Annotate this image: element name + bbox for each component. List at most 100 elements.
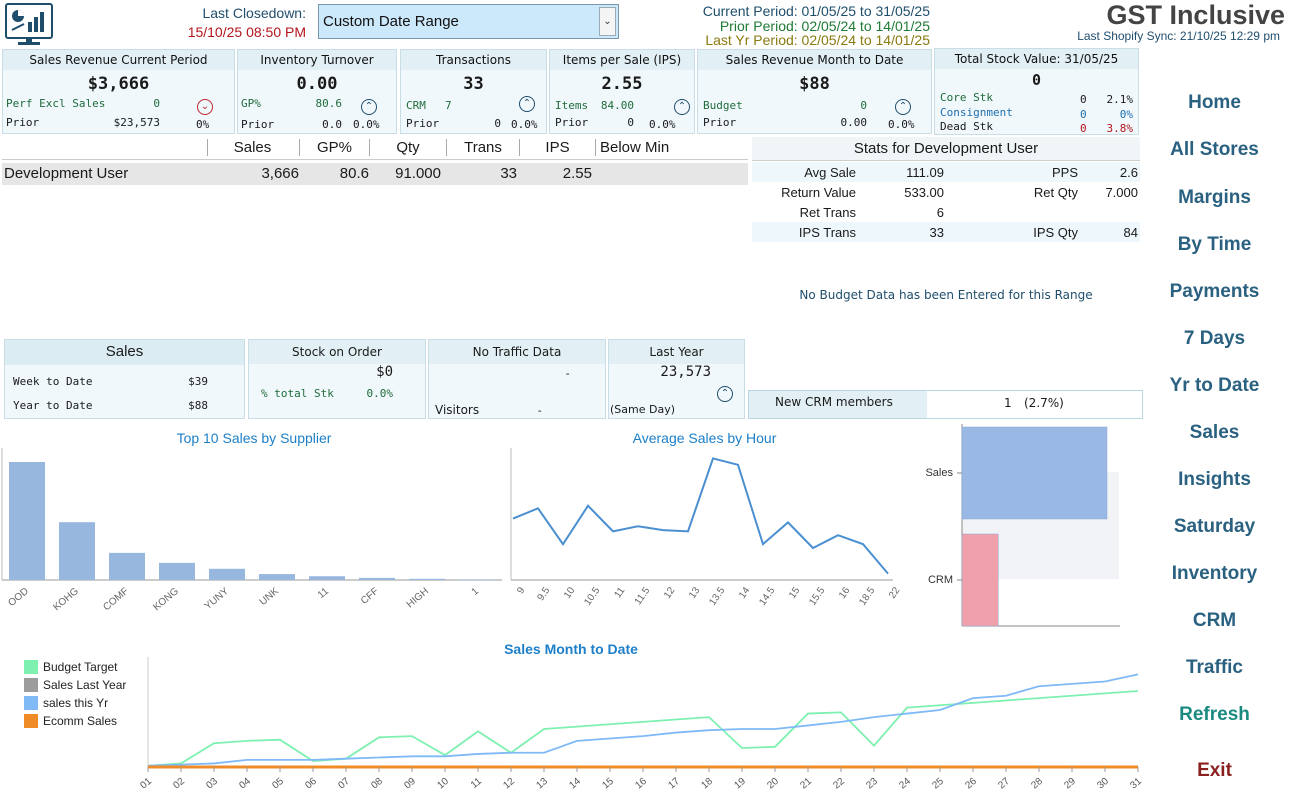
pps-value: 2.6: [1119, 165, 1138, 180]
nav-home[interactable]: Home: [1188, 92, 1241, 113]
tick-label: 13.5: [707, 585, 727, 608]
tick-label: OOD: [6, 586, 31, 609]
legend-label: Sales Last Year: [43, 678, 126, 692]
app-logo: [4, 2, 54, 48]
chart-title-supplier: Top 10 Sales by Supplier: [176, 430, 332, 446]
kpi-title: Sales Revenue Month to Date: [698, 50, 931, 70]
pps-label: PPS: [1051, 165, 1078, 180]
supplier-bar-chart: OOD KOHG COMF KONG YUNY UNK 11 CFF HIGH 1: [1, 448, 502, 613]
table-row[interactable]: Development User 3,666 80.6 91.000 33 2.…: [2, 163, 748, 185]
kpi-value: $3,666: [87, 74, 150, 94]
tick-label: 20: [765, 776, 781, 792]
nav-by-time[interactable]: By Time: [1177, 234, 1252, 255]
kpi-label2: Prior: [703, 116, 737, 129]
crm-members-row: New CRM members 1 (2.7%): [748, 390, 1143, 419]
col-header-trans[interactable]: Trans: [446, 139, 519, 156]
nav-yr-to-date[interactable]: Yr to Date: [1169, 375, 1260, 396]
nav-payments[interactable]: Payments: [1169, 281, 1260, 302]
kpi-label1: Items: [555, 99, 589, 112]
prior-period: Prior Period: 02/05/24 to 14/01/25: [719, 18, 930, 34]
kpi-value2: $23,573: [113, 116, 160, 129]
stock-on-order-card: Stock on Order $0 % total Stk 0.0%: [248, 339, 426, 419]
return-value-value: 533.00: [904, 185, 944, 200]
nav-saturday[interactable]: Saturday: [1173, 516, 1256, 537]
legend-swatch: [24, 660, 38, 674]
traffic-value: -: [564, 367, 571, 380]
date-range-select[interactable]: Custom Date Range ⌄: [318, 4, 619, 39]
tick-label: YUNY: [203, 586, 232, 612]
nav-sales[interactable]: Sales: [1189, 422, 1240, 443]
bar-comf: [109, 552, 145, 580]
up-circle-icon: ⌃: [361, 99, 377, 115]
bar-ood: [9, 462, 45, 580]
stats-panel: Stats for Development User Avg Sale 111.…: [752, 137, 1140, 243]
last-sync: Last Shopify Sync: 21/10/25 12:29 pm: [1077, 29, 1280, 43]
tick-label: 10: [435, 776, 451, 792]
kpi-label1: CRM: [406, 99, 426, 112]
kpi-title: Total Stock Value: 31/05/25: [935, 49, 1138, 69]
tick-label: KOHG: [51, 586, 81, 613]
chevron-down-icon[interactable]: ⌄: [599, 7, 616, 36]
kpi-inventory: Inventory Turnover 0.00 GP% 80.6 Prior 0…: [237, 49, 397, 134]
stock-on-order-title: Stock on Order: [249, 340, 425, 364]
kpi-value1: 0: [153, 97, 160, 110]
tick-label: 05: [270, 776, 286, 792]
bar-11: [309, 576, 345, 580]
col-header-sales[interactable]: Sales: [207, 139, 297, 156]
tick-label: 18: [699, 776, 715, 792]
kpi-value2: 0: [627, 116, 634, 129]
kpi-value1: 0: [860, 99, 867, 112]
nav-insights[interactable]: Insights: [1178, 469, 1251, 490]
tick-label: 01: [138, 776, 154, 792]
legend-swatch: [24, 714, 38, 728]
visitors-value: -: [536, 404, 543, 417]
last-closedown-label: Last Closedown:: [202, 5, 306, 21]
tick-label: 25: [930, 776, 946, 792]
nav-inventory[interactable]: Inventory: [1171, 563, 1258, 584]
tick-label: 11: [316, 586, 331, 601]
crm-members-value: 1: [1004, 396, 1012, 410]
col-header-below-min[interactable]: Below Min: [595, 139, 685, 156]
nav-margins[interactable]: Margins: [1178, 187, 1251, 208]
date-range-selected: Custom Date Range: [323, 13, 459, 30]
ips-trans-label: IPS Trans: [798, 225, 856, 240]
nav-refresh[interactable]: Refresh: [1179, 704, 1250, 725]
kpi-value1: 7: [445, 99, 452, 112]
tick-label: CRM: [928, 574, 953, 586]
col-header-qty[interactable]: Qty: [369, 139, 446, 156]
nav-all-stores[interactable]: All Stores: [1170, 139, 1259, 160]
core-stk-value: 0: [1080, 93, 1087, 106]
nav-7-days[interactable]: 7 Days: [1183, 328, 1246, 349]
kpi-title: Inventory Turnover: [238, 50, 396, 70]
hourly-series-line: [512, 457, 889, 575]
series-line-budget-target: [147, 690, 1139, 767]
nav-traffic[interactable]: Traffic: [1185, 657, 1244, 678]
tick-label: 16: [633, 776, 649, 792]
kpi-value1: 80.6: [315, 97, 343, 110]
kpi-value2: 0.0: [322, 118, 342, 131]
tick-label: UNK: [258, 586, 281, 608]
tick-label: 02: [171, 776, 187, 792]
col-header-gp[interactable]: GP%: [299, 139, 369, 156]
bar-crm: [961, 533, 999, 627]
legend-swatch: [24, 678, 38, 692]
core-stk-pct: 2.1%: [1106, 93, 1134, 106]
ytd-value: $88: [188, 399, 208, 412]
app-title: GST Inclusive: [1106, 0, 1285, 30]
bar-high: [409, 578, 445, 580]
up-circle-icon: ⌃: [895, 99, 911, 115]
row-qty: 91.000: [395, 165, 441, 182]
tick-label: 13: [687, 585, 703, 601]
col-header-ips[interactable]: IPS: [519, 139, 595, 156]
hourly-line-chart: 9 9.5 10 10.5 11 11.5 12 13 13.5 14 14.5 15 15.5 16 18…: [510, 448, 900, 608]
avg-sale-label: Avg Sale: [804, 165, 856, 180]
tick-label: 16: [837, 585, 853, 601]
nav-crm[interactable]: CRM: [1192, 610, 1237, 631]
kpi-label2: Prior: [406, 117, 440, 130]
nav-exit[interactable]: Exit: [1197, 760, 1232, 781]
last-closedown-value: 15/10/25 08:50 PM: [187, 24, 306, 40]
budget-note: No Budget Data has been Entered for this…: [799, 288, 1093, 302]
kpi-value: $88: [799, 74, 830, 94]
tick-label: 1: [470, 586, 482, 598]
consignment-value: 0: [1080, 108, 1087, 121]
